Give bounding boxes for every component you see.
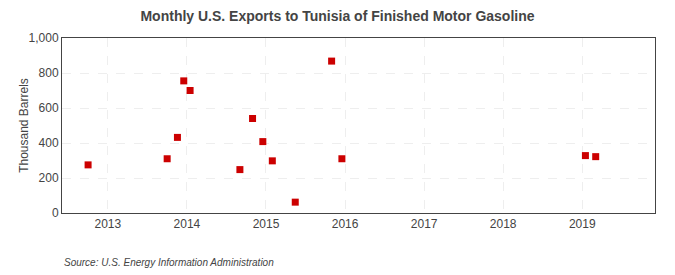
svg-text:2018: 2018 [490,217,517,231]
svg-text:Thousand Barrels: Thousand Barrels [17,78,31,173]
svg-text:Monthly U.S. Exports to Tunisi: Monthly U.S. Exports to Tunisia of Finis… [140,8,534,24]
svg-text:2014: 2014 [174,217,201,231]
svg-text:2016: 2016 [332,217,359,231]
svg-text:2017: 2017 [411,217,438,231]
svg-text:2015: 2015 [253,217,280,231]
svg-text:200: 200 [39,171,59,185]
svg-text:Source: U.S. Energy Informatio: Source: U.S. Energy Information Administ… [64,257,274,268]
svg-text:0: 0 [52,206,59,220]
svg-text:1,000: 1,000 [29,31,59,45]
svg-text:600: 600 [39,101,59,115]
svg-text:2013: 2013 [95,217,122,231]
svg-text:2019: 2019 [569,217,596,231]
svg-text:400: 400 [39,136,59,150]
svg-text:800: 800 [39,66,59,80]
